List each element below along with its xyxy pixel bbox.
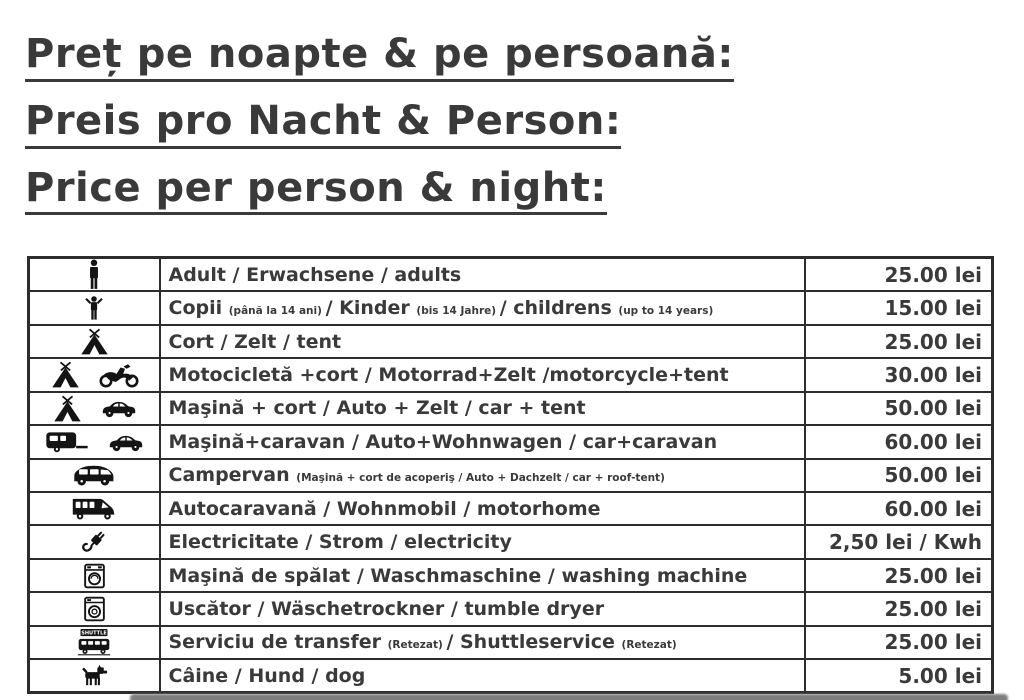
description-cell: Autocaravană / Wohnmobil / motorhome [158,490,806,527]
washing-machine-icon [83,563,106,589]
icon-cell [27,658,161,694]
description-text: Adult / Erwachsene / adults [168,263,462,286]
description-cell: Campervan (Maşină + cort de acoperiş / A… [158,457,806,493]
table-row: Autocaravană / Wohnmobil / motorhome 60.0… [27,490,994,527]
description-cell: Cort / Zelt / tent [158,323,806,360]
description-text: Serviciu de transfer [168,631,388,654]
table-row: Copii (până la 14 ani) / Kinder (bis 14 … [27,290,994,326]
description-text: / Kinder [325,297,417,320]
icon-cell [27,424,161,460]
price-cell: 25.00 lei [803,591,994,627]
title-romanian: Preț pe noapte & pe persoană: [25,32,734,82]
page-titles: Preț pe noapte & pe persoană: Preis pro … [25,32,734,232]
description-text: Motocicletă +cort / Motorrad+Zelt /motor… [168,363,729,386]
price-cell: 50.00 lei [803,457,994,493]
icon-cell [27,290,161,326]
table-row: SHUTTLE Serviciu de transfer (Retezat) /… [27,624,994,661]
description-note: (bis 14 Jahre) [416,305,500,318]
table-row: Electricitate / Strom / electricity 2,50 … [27,524,994,560]
table-row: Maşină de spălat / Waschmaschine / washi… [27,557,994,594]
icon-cell [27,557,161,594]
description-note: (până la 14 ani) [228,305,326,318]
table-row: Campervan (Maşină + cort de acoperiş / A… [27,457,994,493]
title-english: Price per person & night: [25,165,607,216]
table-row: Cort / Zelt / tent 25.00 lei [27,323,994,360]
price-cell: 15.00 lei [803,290,994,326]
icon-cell: SHUTTLE [27,624,161,661]
table-row: Maşină+caravan / Auto+Wohnwagen / car+ca… [27,424,994,460]
price-cell: 50.00 lei [803,390,994,427]
table-row: Câine / Hund / dog 5.00 lei [27,658,994,694]
description-cell: Motocicletă +cort / Motorrad+Zelt /motor… [158,357,806,393]
description-note: (Retezat) [387,639,447,652]
icon-cell [27,390,161,427]
dryer-icon [83,596,106,622]
description-text: Maşină + cort / Auto + Zelt / car + tent [168,397,586,420]
icon-cell [27,357,161,393]
description-text: Electricitate / Strom / electricity [168,531,512,554]
tent-icon [79,328,110,355]
icon-cell [27,256,161,293]
table-row: Uscător / Wäschetrockner / tumble dryer 2… [27,591,994,627]
price-cell: 25.00 lei [803,256,994,293]
description-text: Uscător / Wäschetrockner / tumble dryer [168,597,605,620]
shuttle-icon: SHUTTLE [76,628,112,656]
description-cell: Uscător / Wäschetrockner / tumble dryer [158,591,806,627]
description-cell: Maşină + cort / Auto + Zelt / car + tent [158,390,806,427]
price-cell: 60.00 lei [803,424,994,460]
title-german: Preis pro Nacht & Person: [25,98,622,149]
motorhome-icon [70,495,118,522]
price-table-body: Adult / Erwachsene / adults 25.00 lei Cop… [27,256,994,694]
description-text: Campervan [168,464,297,487]
description-text: Autocaravană / Wohnmobil / motorhome [168,497,601,520]
price-cell: 5.00 lei [803,658,994,694]
description-cell: Câine / Hund / dog [158,658,806,694]
caravan-icon [44,429,90,454]
icon-cell [27,524,161,560]
description-note: (Maşină + cort de acoperiş / Auto + Dach… [296,472,665,485]
tent-icon [50,361,81,388]
description-note: (Retezat) [621,639,677,652]
description-text: / Shuttleservice [446,631,622,654]
price-cell: 25.00 lei [803,323,994,360]
description-cell: Maşină de spălat / Waschmaschine / washi… [158,557,806,594]
plug-icon [79,527,109,556]
price-table: Adult / Erwachsene / adults 25.00 lei Cop… [27,256,994,694]
description-text: Maşină+caravan / Auto+Wohnwagen / car+ca… [168,430,718,453]
shuttle-sign-label: SHUTTLE [81,631,107,637]
icon-cell [27,490,161,527]
description-cell: Maşină+caravan / Auto+Wohnwagen / car+ca… [158,424,806,460]
description-cell: Copii (până la 14 ani) / Kinder (bis 14 … [158,290,806,326]
price-cell: 60.00 lei [803,490,994,527]
icon-cell [27,457,161,493]
adult-icon [85,259,103,290]
price-cell: 25.00 lei [803,557,994,594]
description-text: Maşină de spălat / Waschmaschine / washi… [168,564,748,587]
table-row: Motocicletă +cort / Motorrad+Zelt /motor… [27,357,994,393]
description-cell: Adult / Erwachsene / adults [158,256,806,293]
child-icon [83,295,105,321]
price-cell: 30.00 lei [803,357,994,393]
description-text: Copii [168,297,229,320]
page-edge-shadow [130,694,1008,700]
car-icon [101,396,137,420]
description-text: Câine / Hund / dog [168,664,366,687]
description-text: / childrens [499,297,619,320]
campervan-icon [70,463,118,488]
description-cell: Serviciu de transfer (Retezat) / Shuttle… [158,624,806,661]
dog-icon [80,664,108,688]
car-icon [108,430,144,454]
motorcycle-icon [99,362,139,388]
table-row: Adult / Erwachsene / adults 25.00 lei [27,256,994,293]
description-cell: Electricitate / Strom / electricity [158,524,806,560]
price-cell: 25.00 lei [803,624,994,661]
price-cell: 2,50 lei / Kwh [803,524,994,560]
table-row: Maşină + cort / Auto + Zelt / car + tent… [27,390,994,427]
description-note: (up to 14 years) [618,305,714,318]
icon-cell [27,323,161,360]
description-text: Cort / Zelt / tent [168,330,342,353]
icon-cell [27,591,161,627]
tent-icon [52,395,83,422]
